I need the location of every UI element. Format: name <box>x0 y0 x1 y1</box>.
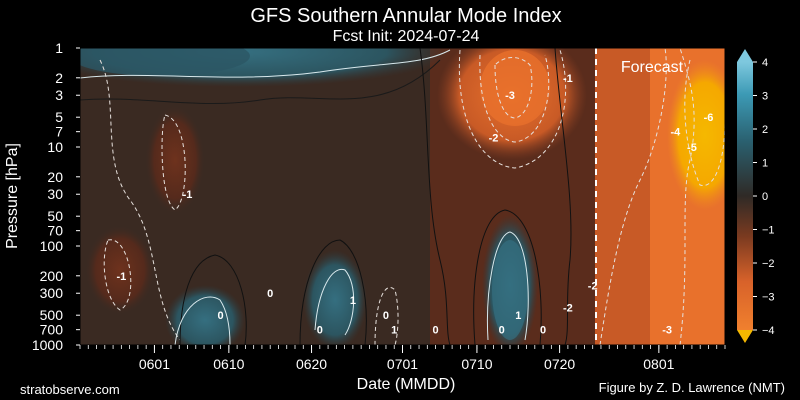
x-tick-label: 0720 <box>544 356 575 372</box>
colorbar-body <box>737 62 753 330</box>
x-tick-label: 0801 <box>643 356 674 372</box>
x-tick-label: 0710 <box>461 356 492 372</box>
y-tick-label: 700 <box>40 322 64 338</box>
contour-label: -2 <box>588 280 598 292</box>
contour-label: -3 <box>505 90 515 102</box>
contour-label: 1 <box>515 310 521 322</box>
colorbar-tick-label: 3 <box>762 91 768 103</box>
y-tick-label: 10 <box>47 139 63 155</box>
colorbar-tick-label: −2 <box>762 258 775 270</box>
y-tick-label: 1 <box>55 40 63 56</box>
contour-zero-0715 <box>473 209 542 345</box>
x-tick-label: 0610 <box>213 356 244 372</box>
contour-label: -1 <box>116 271 126 283</box>
contour-label: 1 <box>391 325 397 337</box>
contour-label: 0 <box>499 325 505 337</box>
contour-dash-0712-a <box>458 49 567 169</box>
colorbar: 4 3 2 1 0 −1 −2 −3 −4 <box>737 49 775 343</box>
contour-label: -1 <box>183 189 193 201</box>
contour-pos-top <box>80 49 451 79</box>
colorbar-tick-label: −1 <box>762 225 775 237</box>
contour-zero-0720 <box>554 48 572 345</box>
contour-label: -4 <box>670 127 681 139</box>
contour-label: -1 <box>563 73 573 85</box>
y-tick-label: 20 <box>47 169 63 185</box>
contour-dash-forecast-a <box>599 48 667 345</box>
y-tick-label: 5 <box>55 109 63 125</box>
contour-zero-top <box>80 59 441 104</box>
contour-label: 0 <box>267 288 273 300</box>
contour-pos-0625 <box>314 268 355 336</box>
contour-pos-0609 <box>174 296 231 345</box>
y-tick-label: 30 <box>47 186 63 202</box>
colorbar-tick-label: 2 <box>762 124 768 136</box>
contour-dash-forecast-c <box>684 59 725 186</box>
contour-label: -2 <box>489 132 499 144</box>
x-tick-label: 0701 <box>387 356 418 372</box>
y-tick-label: 100 <box>40 238 64 254</box>
chart-title: GFS Southern Annular Mode Index <box>250 5 561 27</box>
colorbar-ticks: 4 3 2 1 0 −1 −2 −3 −4 <box>753 57 775 337</box>
y-tick-label: 7 <box>55 124 63 140</box>
x-tick-label: 0620 <box>296 356 327 372</box>
field-teal-0609 <box>165 285 245 345</box>
colorbar-tick-label: −3 <box>762 292 775 304</box>
contour-label: 0 <box>540 325 546 337</box>
contour-pos-0715 <box>487 231 529 341</box>
contour-zero-mid <box>419 48 451 345</box>
x-tick-label: 0601 <box>139 356 170 372</box>
field-top-teal-core <box>80 48 250 76</box>
x-axis-label: Date (MMDD) <box>357 376 456 393</box>
y-tick-label: 300 <box>40 285 64 301</box>
y-tick-label: 1000 <box>32 337 63 353</box>
contour-dash-1 <box>99 59 181 341</box>
contour-label: 0 <box>317 325 323 337</box>
footer-right: Figure by Z. D. Lawrence (NMT) <box>599 380 785 395</box>
contour-dash-0528 <box>103 239 132 311</box>
contour-label: 0 <box>218 310 224 322</box>
field-orange-0712-core <box>480 50 550 126</box>
contour-zero-0610 <box>179 254 247 345</box>
colorbar-extend-bottom <box>737 330 753 343</box>
y-tick-label: 2 <box>55 70 63 86</box>
y-axis-label: Pressure [hPa] <box>4 143 21 249</box>
y-tick-label: 3 <box>55 87 63 103</box>
contour-zero-0625 <box>299 239 367 345</box>
y-tick-label: 500 <box>40 307 64 323</box>
x-axis: 0601 0610 0620 0701 0710 0720 0801 <box>79 345 726 372</box>
contour-label: -3 <box>662 325 672 337</box>
field-brown-0603 <box>145 105 205 215</box>
contour-label: -5 <box>687 142 697 154</box>
colorbar-tick-label: 1 <box>762 158 768 170</box>
contour-dash-0712-b <box>479 54 550 143</box>
y-tick-label: 50 <box>47 208 63 224</box>
chart-subtitle: Fcst Init: 2024-07-24 <box>333 28 480 45</box>
y-tick-label: 200 <box>40 268 64 284</box>
contour-dash-0630 <box>374 287 399 345</box>
colorbar-tick-label: −4 <box>762 325 775 337</box>
field-yellow-core <box>667 60 725 210</box>
contour-dash-forecast-b <box>679 48 695 345</box>
contour-label: -2 <box>563 303 573 315</box>
contour-label: 1 <box>350 295 356 307</box>
contour-label: 0 <box>433 325 439 337</box>
footer-left: stratobserve.com <box>20 382 120 397</box>
contour-label: 0 <box>383 310 389 322</box>
field-brown-0528 <box>85 225 155 315</box>
colorbar-tick-label: 4 <box>762 57 768 69</box>
y-tick-label: 70 <box>47 223 63 239</box>
colorbar-extend-top <box>737 49 753 62</box>
field-teal-0715-core <box>492 240 528 340</box>
colorbar-tick-label: 0 <box>762 191 768 203</box>
contour-label: -6 <box>704 112 714 124</box>
forecast-label: Forecast <box>621 59 684 76</box>
